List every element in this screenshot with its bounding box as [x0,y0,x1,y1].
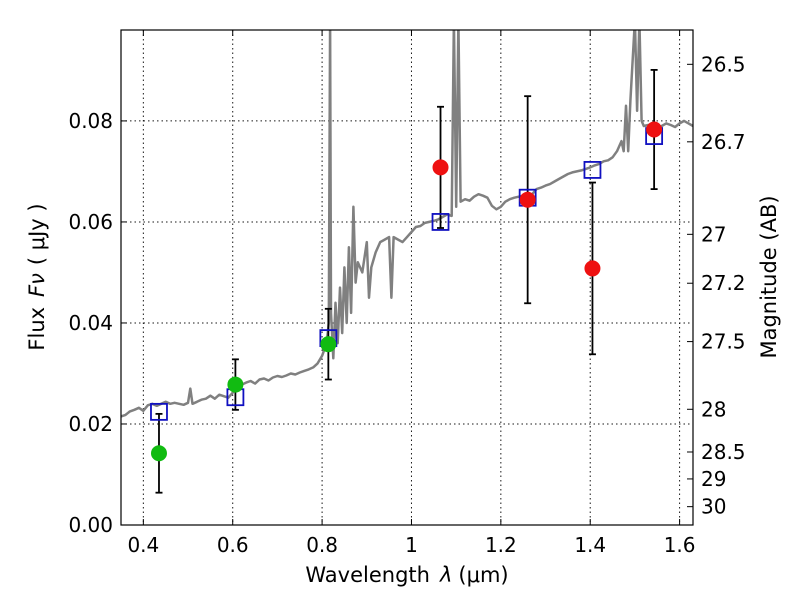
grid [121,30,693,526]
x-tick-label: 1.4 [574,533,606,557]
model-photometry-square [583,161,602,179]
x-tick-label: 0.6 [217,533,249,557]
observed-green-point [320,336,337,353]
mag-tick-label: 28.5 [701,440,746,464]
mag-tick-label: 28 [701,397,726,421]
observed-green-point [227,376,244,393]
observed-red-point [432,159,449,176]
plot-area [121,30,693,494]
x-tick-label: 0.8 [306,533,338,557]
model-photometry-square [150,402,168,421]
x-tick-label: 1.6 [664,533,696,557]
x-tick-label: 1.2 [485,533,517,557]
model-photometry-square [431,213,450,231]
mag-tick-label: 30 [701,495,726,519]
mag-tick-label: 26.7 [701,130,746,154]
y-tick-label: 0.02 [68,412,113,436]
mag-tick-label: 27 [701,222,726,246]
observed-red-point [584,260,601,277]
y2-axis-title: Magnitude (AB) [757,195,781,358]
observed-red-point [646,121,663,138]
observed-green-point [150,445,167,462]
mag-tick-label: 29 [701,467,726,491]
y-axis-title: FluxFν( μJy ) [25,203,49,350]
x-tick-label: 1 [405,533,418,557]
model-spectrum-line [121,30,693,418]
y-tick-label: 0.08 [68,109,113,133]
y-tick-label: 0.04 [68,311,113,335]
plot-frame [120,29,694,526]
observed-red-point [519,191,536,208]
mag-tick-label: 27.5 [701,330,746,354]
axes: 0.4 0.6 0.8 1 1.2 1.4 1.6 0.00 0.02 0.04 0.06 0.08 2… [68,30,746,557]
mag-tick-label: 27.2 [701,271,746,295]
y-tick-label: 0.00 [68,513,113,537]
y-tick-label: 0.06 [68,210,113,234]
x-axis-title: Wavelength λ (μm) [305,563,508,587]
mag-tick-label: 26.5 [701,52,746,76]
x-tick-label: 0.4 [127,533,159,557]
